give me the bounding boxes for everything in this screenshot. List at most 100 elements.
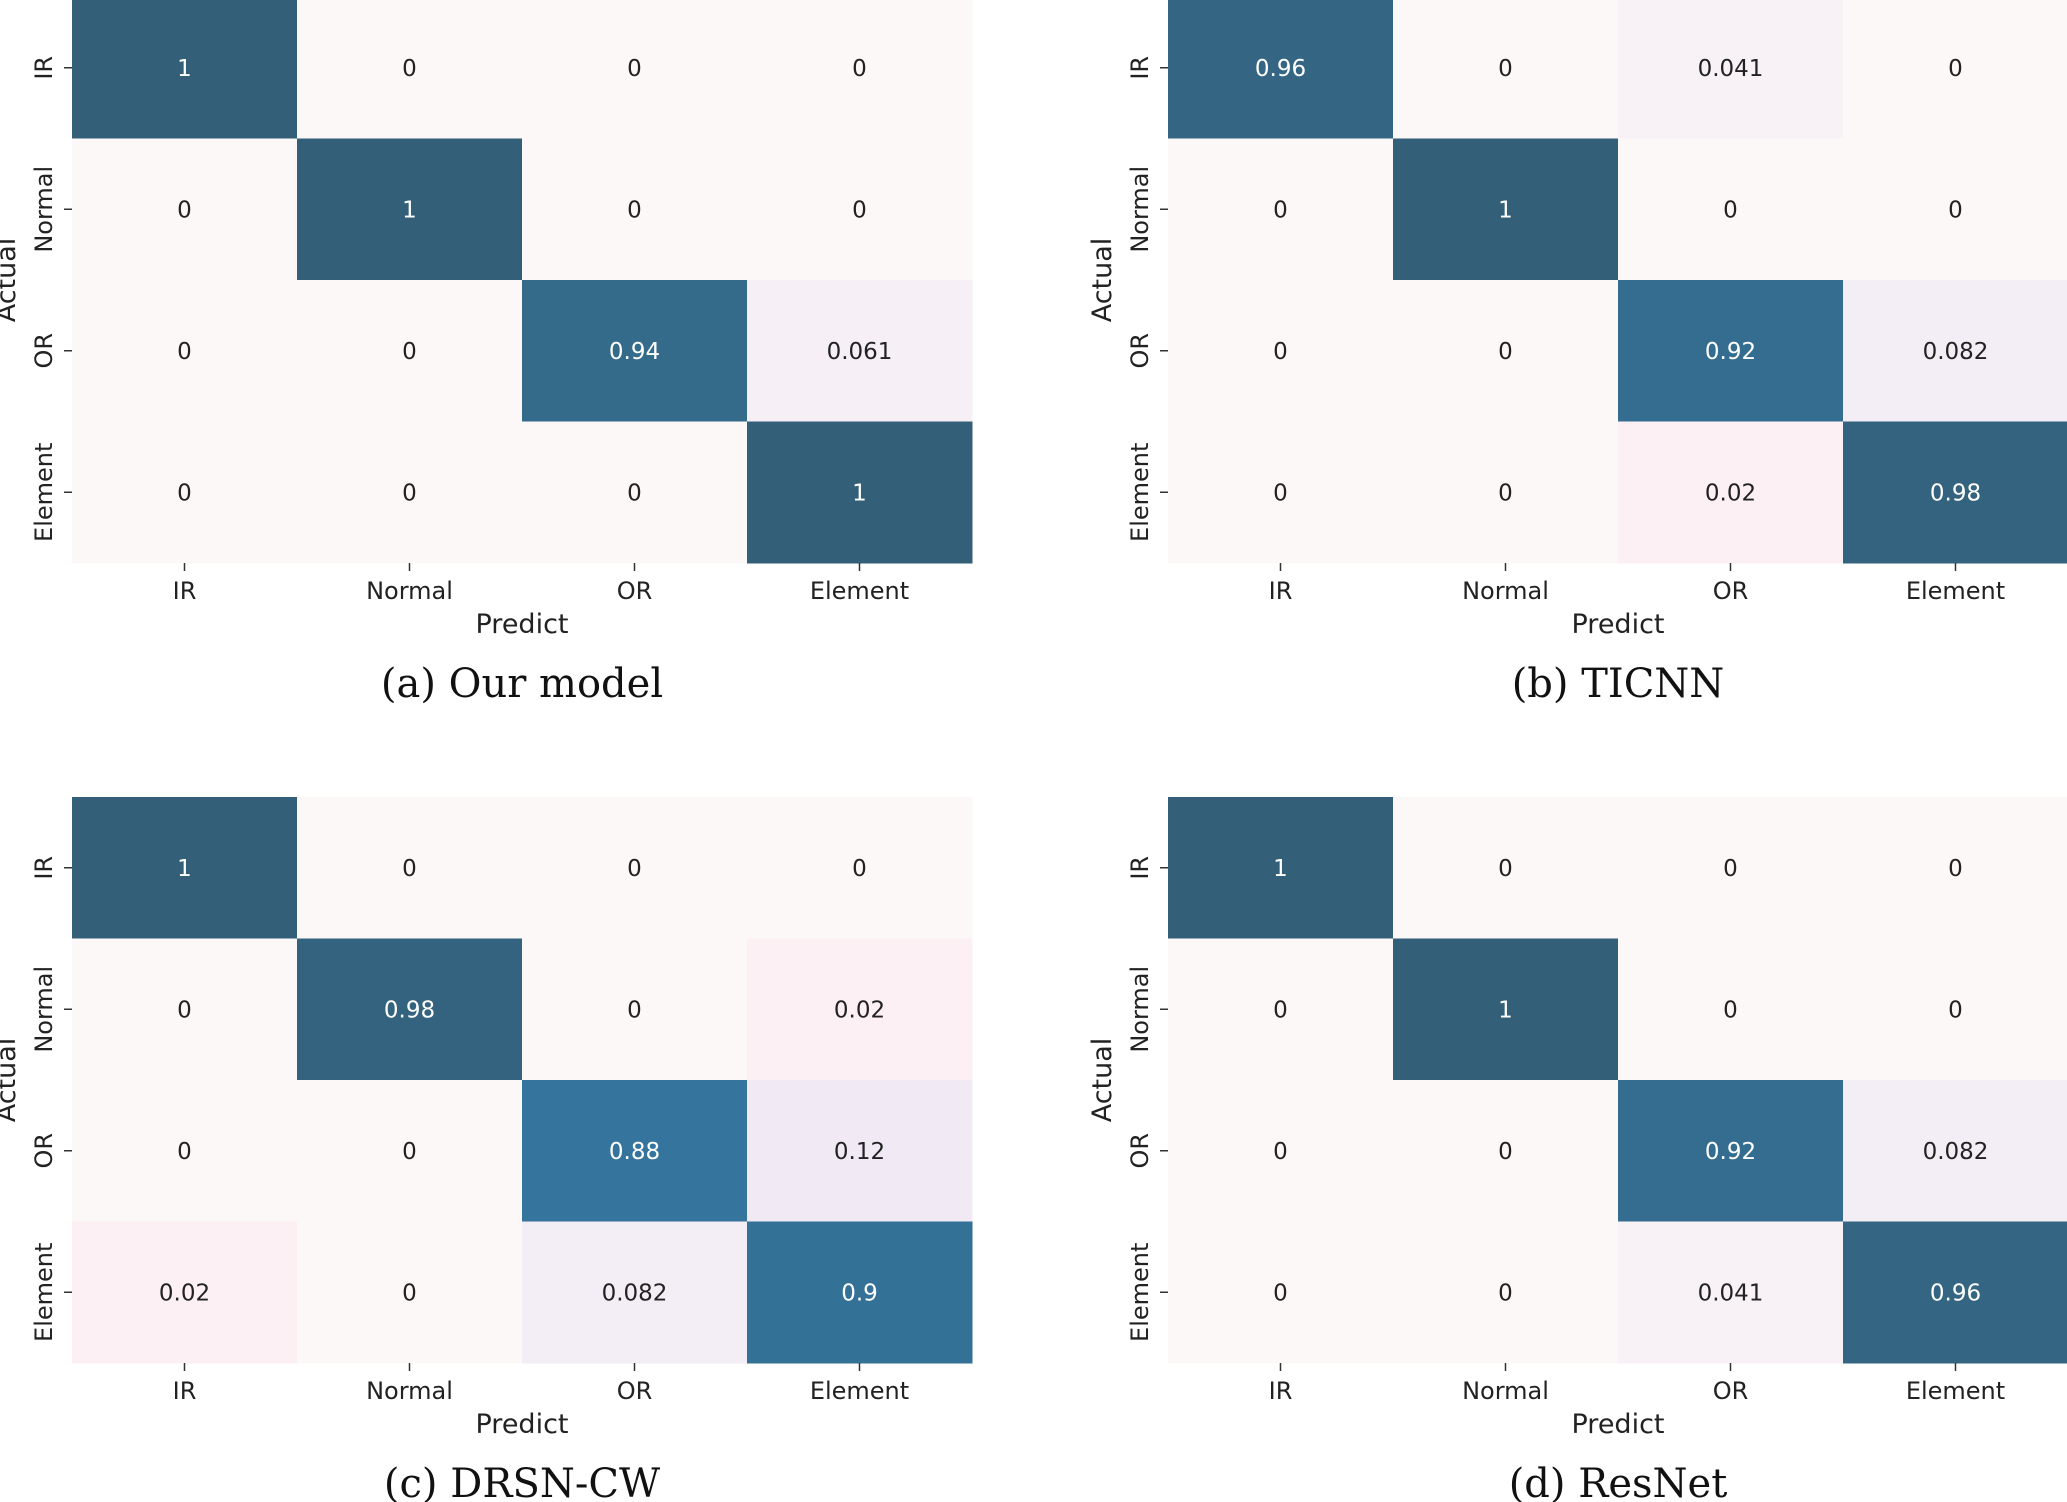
heatmap-cell (1843, 421, 2067, 564)
heatmap-cell (1168, 1080, 1394, 1222)
y-axis-label: Actual (1087, 238, 1118, 323)
heatmap-cell (1393, 138, 1619, 281)
cell-value-label: 0.082 (1923, 339, 1989, 365)
heatmap-cell (297, 0, 523, 139)
heatmap-cell (1168, 797, 1394, 939)
panel-caption: (a) Our model (381, 661, 663, 707)
y-tick-label: Element (30, 443, 58, 542)
x-tick-label: Element (810, 577, 909, 605)
y-tick-label: IR (30, 856, 58, 880)
heatmap-cell (1393, 421, 1619, 564)
heatmap-cell (72, 138, 298, 281)
x-tick-label: Element (1906, 577, 2005, 605)
x-tick-label: IR (173, 1377, 197, 1405)
heatmap-cell (1168, 938, 1394, 1081)
y-tick-label: OR (30, 333, 58, 369)
heatmap-cell (747, 1080, 973, 1222)
x-tick-label: OR (617, 577, 653, 605)
cell-value-label: 0 (177, 1139, 192, 1165)
y-axis-label: Actual (0, 238, 22, 323)
cell-value-label: 0 (627, 197, 642, 223)
y-tick-label: Element (1126, 1243, 1154, 1342)
heatmap-cell (297, 938, 523, 1081)
heatmap-cell (1618, 1221, 1844, 1364)
cell-value-label: 0 (402, 56, 417, 82)
y-axis-label: Actual (1087, 1038, 1118, 1123)
y-tick-label: Element (30, 1243, 58, 1342)
heatmap-cell (297, 797, 523, 939)
heatmap-cell (747, 938, 973, 1081)
cell-value-label: 1 (402, 197, 417, 223)
cell-value-label: 0 (1273, 480, 1288, 506)
cell-value-label: 0 (177, 339, 192, 365)
cell-value-label: 0 (1948, 197, 1963, 223)
cell-value-label: 0 (852, 197, 867, 223)
x-axis-label: Predict (476, 609, 569, 640)
cell-value-label: 0.02 (834, 997, 885, 1023)
heatmap-cell (297, 280, 523, 422)
x-tick-label: IR (173, 577, 197, 605)
heatmap-cell (747, 0, 973, 139)
heatmap-cell (1618, 421, 1844, 564)
cell-value-label: 1 (1498, 997, 1513, 1023)
cell-value-label: 0.02 (159, 1280, 210, 1306)
cell-value-label: 0 (852, 56, 867, 82)
x-tick-label: Normal (366, 1377, 453, 1405)
cell-value-label: 0 (402, 1280, 417, 1306)
heatmap-cell (1843, 138, 2067, 281)
panel-caption: (d) ResNet (1509, 1461, 1728, 1502)
y-tick-label: IR (30, 56, 58, 80)
heatmap-cell (1393, 0, 1619, 139)
heatmap-cell (1843, 797, 2067, 939)
heatmap-cell (1393, 797, 1619, 939)
cell-value-label: 0 (177, 997, 192, 1023)
cell-value-label: 0 (852, 856, 867, 882)
cell-value-label: 0.96 (1255, 56, 1306, 82)
heatmap-cell (522, 797, 748, 939)
cell-value-label: 0.041 (1698, 56, 1764, 82)
heatmap-cell (1843, 938, 2067, 1081)
heatmap-cell (1618, 138, 1844, 281)
heatmap-cell (1618, 797, 1844, 939)
cell-value-label: 0.9 (841, 1280, 878, 1306)
cell-value-label: 0.98 (1930, 480, 1981, 506)
x-tick-label: OR (617, 1377, 653, 1405)
y-tick-label: OR (1126, 333, 1154, 369)
cell-value-label: 0 (627, 997, 642, 1023)
x-tick-label: Element (810, 1377, 909, 1405)
cell-value-label: 1 (1498, 197, 1513, 223)
heatmap-cell (1393, 1221, 1619, 1364)
heatmap-cell (1618, 938, 1844, 1081)
cell-value-label: 0 (1273, 339, 1288, 365)
heatmap-cell (1168, 1221, 1394, 1364)
cell-value-label: 0 (1273, 1139, 1288, 1165)
heatmap-cell (72, 938, 298, 1081)
cell-value-label: 1 (1273, 856, 1288, 882)
cell-value-label: 0 (1498, 856, 1513, 882)
cell-value-label: 0 (1498, 1139, 1513, 1165)
y-tick-label: Normal (30, 166, 58, 253)
cell-value-label: 0 (1723, 856, 1738, 882)
cell-value-label: 0 (1948, 856, 1963, 882)
cell-value-label: 0 (1273, 1280, 1288, 1306)
cell-value-label: 0 (1498, 480, 1513, 506)
heatmap-cell (1618, 1080, 1844, 1222)
heatmap-cell (1168, 280, 1394, 422)
heatmap-cell (297, 138, 523, 281)
y-tick-label: Normal (1126, 966, 1154, 1053)
x-tick-label: OR (1713, 577, 1749, 605)
x-axis-label: Predict (1572, 1409, 1665, 1440)
heatmap-panel-4: 1 0 0 0 0 1 0 0 0 0 0.92 0.082 0 0 0.041 0.96 IR Normal OR… (1087, 797, 2067, 1502)
panel-caption: (b) TICNN (1512, 661, 1725, 707)
cell-value-label: 0.94 (609, 339, 660, 365)
cell-value-label: 0.082 (1923, 1139, 1989, 1165)
y-tick-label: IR (1126, 856, 1154, 880)
heatmap-panel-2: 0.96 0 0.041 0 0 1 0 0 0 0 0.92 0.082 0 0 0.02 0.98 IR No… (1087, 0, 2067, 707)
cell-value-label: 0 (1498, 56, 1513, 82)
cell-value-label: 0.92 (1705, 339, 1756, 365)
heatmap-cell (522, 0, 748, 139)
cell-value-label: 0 (627, 56, 642, 82)
heatmap-cell (747, 797, 973, 939)
x-tick-label: Normal (1462, 1377, 1549, 1405)
